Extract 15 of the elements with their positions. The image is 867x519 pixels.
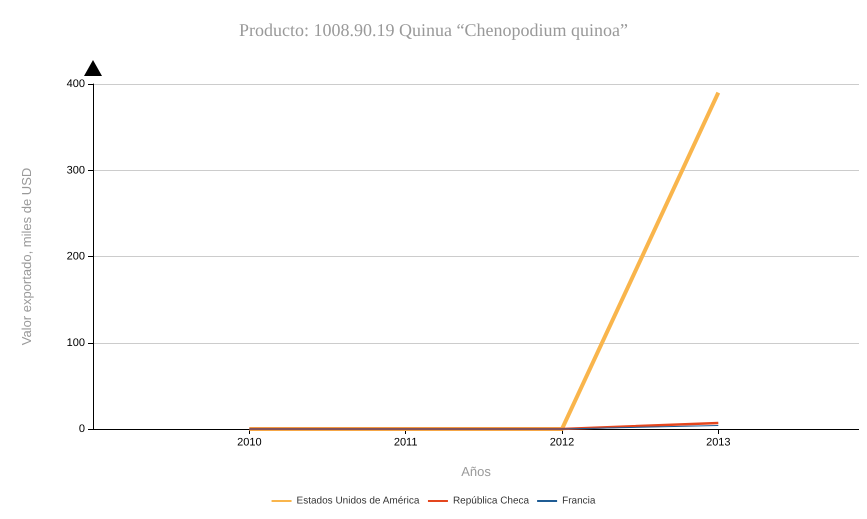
x-tick-label: 2010 xyxy=(237,436,262,448)
y-tick-label: 200 xyxy=(66,250,85,262)
y-tick-label: 100 xyxy=(66,336,85,349)
y-axis-title: Valor exportado, miles de USD xyxy=(19,168,34,346)
legend-label: República Checa xyxy=(452,496,530,506)
x-axis-title: Años xyxy=(461,464,492,479)
legend-label: Francia xyxy=(562,496,596,506)
y-tick-label: 400 xyxy=(66,78,85,90)
x-tick-label: 2011 xyxy=(394,436,418,448)
legend-label: Estados Unidos de América xyxy=(296,496,420,506)
y-tick-label: 300 xyxy=(66,164,85,176)
x-tick-label: 2013 xyxy=(706,436,731,448)
chart-title: Producto: 1008.90.19 Quinua “Chenopodium quinoa” xyxy=(239,20,628,40)
y-tick-label: 0 xyxy=(78,423,85,435)
x-tick-label: 2012 xyxy=(550,436,574,448)
